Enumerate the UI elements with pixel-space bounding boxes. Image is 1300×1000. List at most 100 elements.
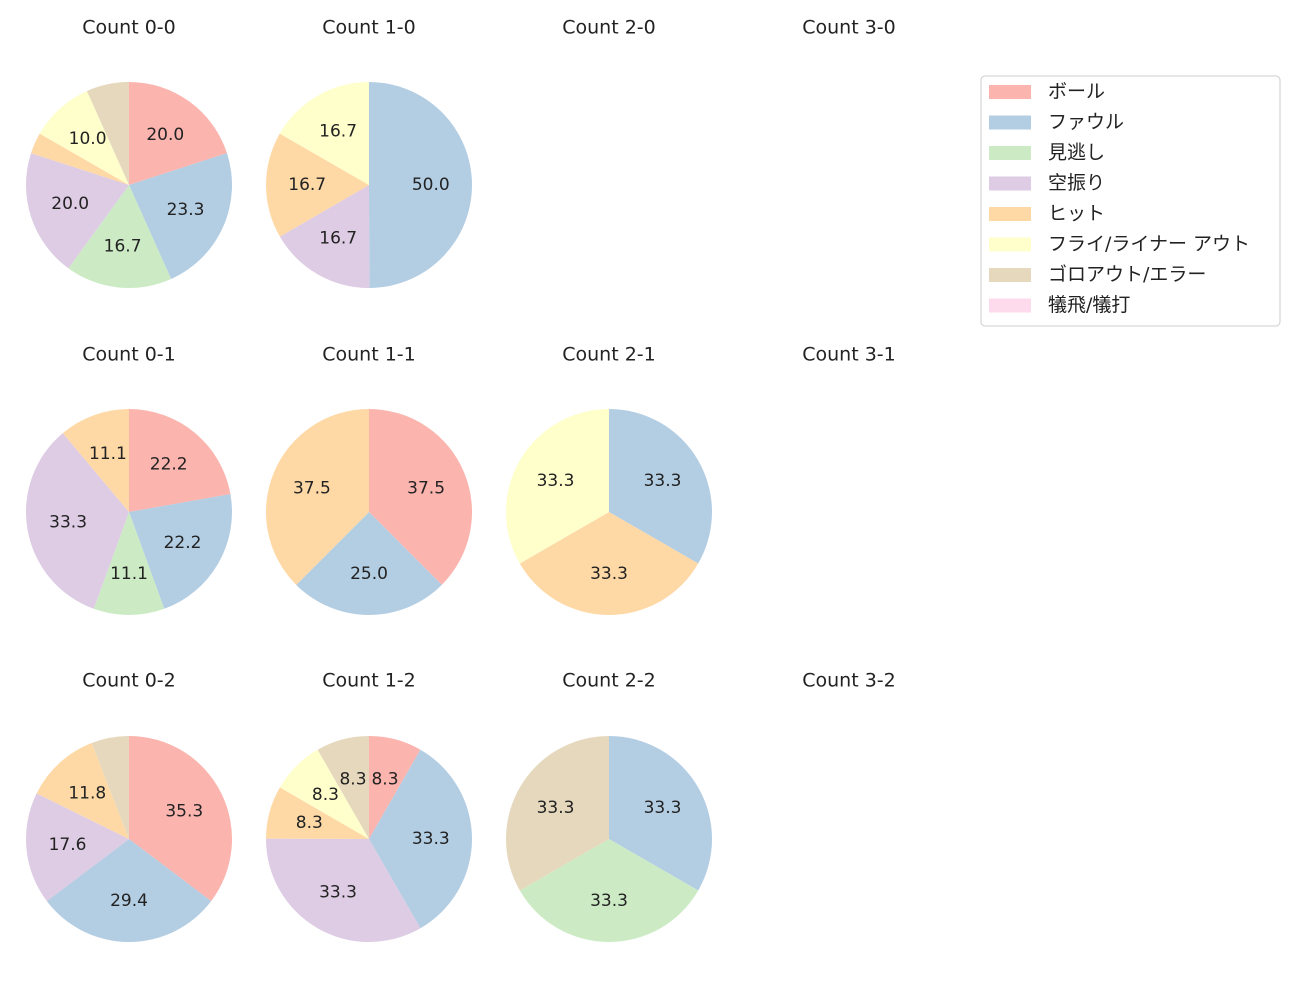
pie-slice-ファウル <box>609 409 712 564</box>
legend-swatch <box>989 298 1031 313</box>
pie-title: Count 1-1 <box>322 344 416 366</box>
legend-label: ゴロアウト/エラー <box>1048 264 1206 286</box>
pie-slice-ヒット <box>62 409 129 512</box>
pie-slice-label: 10.0 <box>69 129 107 149</box>
legend-label: ヒット <box>1048 203 1105 225</box>
pie-slice-フライ/ライナー アウト <box>279 749 369 839</box>
pie-slice-label: 11.1 <box>110 564 148 584</box>
legend-label: 見逃し <box>1048 142 1105 164</box>
pie-slice-空振り <box>25 793 130 902</box>
pie-title: Count 2-0 <box>562 17 656 39</box>
pie-slice-ファウル <box>129 153 232 280</box>
pie-slice-label: 33.3 <box>412 829 450 849</box>
pie-slice-空振り <box>279 185 370 288</box>
pie-slice-ファウル <box>129 494 232 609</box>
pie-count-1-2: Count 1-28.333.333.38.38.38.3 <box>266 670 472 942</box>
pie-title: Count 1-2 <box>322 670 416 692</box>
pie-slice-label: 8.3 <box>371 769 398 789</box>
chart-panels: Count 0-0 20.0 23.3 16.7 20.0 10.0 Count 1-0 50… <box>25 17 896 942</box>
pie-slice-見逃し <box>93 512 165 615</box>
pie-title: Count 2-2 <box>562 670 656 692</box>
pie-title: Count 3-1 <box>802 344 896 366</box>
pie-title: Count 0-0 <box>82 17 176 39</box>
pie-slice-フライ/ライナー アウト <box>279 82 369 185</box>
legend-swatch <box>989 237 1031 252</box>
pie-slice-label: 37.5 <box>293 478 331 498</box>
pie-slice-label: 33.3 <box>319 883 357 903</box>
pie-slice-ヒット <box>266 133 369 237</box>
pie-slice-label: 16.7 <box>104 237 142 257</box>
pie-slice-label: 33.3 <box>537 471 575 491</box>
pie-slice-label: 8.3 <box>339 769 366 789</box>
pie-slice-ボール <box>129 82 227 185</box>
pie-slice-空振り <box>26 153 130 269</box>
pie-slice-label: 16.7 <box>319 229 357 249</box>
pie-slice-ボール <box>369 409 472 585</box>
legend-label: ファウル <box>1048 111 1124 133</box>
pie-slice-label: 29.4 <box>110 891 148 911</box>
pie-slice-label: 20.0 <box>51 194 89 214</box>
pie-slice-ボール <box>129 409 231 512</box>
pie-title: Count 3-0 <box>802 17 896 39</box>
pie-count-3-2: Count 3-2 <box>802 670 896 692</box>
pie-slice-ファウル <box>296 512 442 615</box>
legend-swatch <box>989 115 1031 130</box>
pie-count-3-1: Count 3-1 <box>802 344 896 366</box>
pie-slice-label: 11.1 <box>89 444 127 464</box>
pie-count-2-2: Count 2-2 33.3 33.3 33.3 <box>506 670 712 942</box>
pie-slice-label: 35.3 <box>165 802 203 822</box>
pie-title: Count 3-2 <box>802 670 896 692</box>
pie-slice-label: 25.0 <box>350 564 388 584</box>
pie-slice-ゴロアウト/エラー <box>506 736 609 891</box>
pie-count-0-1: Count 0-1 22.2 22.2 11.1 33.3 11.1 <box>26 344 232 615</box>
pie-slice-ヒット <box>519 512 699 615</box>
pie-slice-label: 20.0 <box>146 125 184 145</box>
pie-slice-ゴロアウト/エラー <box>317 736 369 839</box>
pie-slice-label: 22.2 <box>164 533 202 553</box>
pie-title: Count 0-2 <box>82 670 176 692</box>
pie-slice-ファウル <box>609 736 712 891</box>
pie-slice-見逃し <box>519 839 699 942</box>
pie-slice-ファウル <box>369 749 472 929</box>
pie-count-0-0: Count 0-0 20.0 23.3 16.7 20.0 10.0 <box>26 17 232 288</box>
pie-slice-label: 23.3 <box>167 200 205 220</box>
pie-slice-label: 33.3 <box>644 798 682 818</box>
pie-slice-ファウル <box>46 839 212 942</box>
pie-count-3-0: Count 3-0 <box>802 17 896 39</box>
pie-slice-ヒット <box>36 742 129 839</box>
pie-slice-label: 11.8 <box>68 783 106 803</box>
pie-slice-見逃し <box>68 185 172 288</box>
pie-count-1-0: Count 1-0 50.0 16.7 16.7 16.7 <box>266 17 472 288</box>
legend-label: 空振り <box>1048 172 1105 194</box>
pie-slice-label: 33.3 <box>590 564 628 584</box>
legend-frame <box>980 75 1281 327</box>
legend-swatch <box>989 146 1031 160</box>
pie-title: Count 2-1 <box>562 344 656 366</box>
pie-count-2-1: Count 2-1 33.3 33.3 33.3 <box>506 344 712 615</box>
legend-swatch <box>989 85 1031 99</box>
pie-slice-ボール <box>369 736 421 839</box>
pie-slice-ヒット <box>31 133 129 185</box>
pie-slice-空振り <box>26 433 130 609</box>
pie-slice-フライ/ライナー アウト <box>39 90 129 185</box>
pie-slice-label: 8.3 <box>312 785 339 805</box>
pie-slice-label: 37.5 <box>407 478 445 498</box>
pie-slice-label: 33.3 <box>49 513 87 533</box>
pie-slice-label: 33.3 <box>644 471 682 491</box>
pie-slice-フライ/ライナー アウト <box>506 409 609 564</box>
pie-slice-ゴロアウト/エラー <box>86 82 129 185</box>
pie-slice-label: 16.7 <box>288 175 326 195</box>
pie-count-2-0: Count 2-0 <box>562 17 656 39</box>
pie-slice-label: 33.3 <box>537 798 575 818</box>
legend-label: 犠飛/犠打 <box>1048 294 1130 316</box>
legend-swatch <box>989 268 1031 282</box>
pie-slice-ゴロアウト/エラー <box>91 736 129 839</box>
pie-slice-label: 8.3 <box>296 813 323 833</box>
pie-slice-label: 22.2 <box>150 455 188 475</box>
legend-label: ボール <box>1048 81 1105 103</box>
legend-swatch <box>989 207 1031 221</box>
legend-swatch <box>989 176 1031 191</box>
pie-count-0-2: Count 0-2 35.3 29.4 17.6 11.8 <box>25 670 232 942</box>
